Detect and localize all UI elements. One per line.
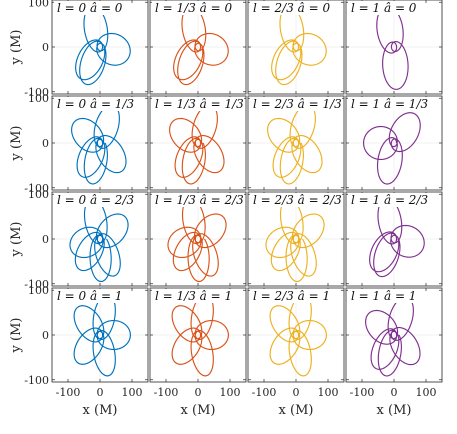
x-axis-label: x (M) bbox=[181, 403, 216, 418]
panel-title-background bbox=[54, 193, 138, 207]
x-tick-label: 0 bbox=[293, 386, 300, 399]
y-tick-label: 0 bbox=[42, 233, 49, 246]
orbit-trajectory bbox=[169, 104, 225, 185]
x-axis-label: x (M) bbox=[377, 403, 412, 418]
x-tick-label: -100 bbox=[350, 386, 375, 399]
y-tick-label: -100 bbox=[24, 374, 49, 387]
orbit-trajectory bbox=[365, 296, 421, 377]
panel-r2-c1: l = 1/3 â = 2/3 bbox=[149, 191, 247, 287]
y-axis-label: y (M) bbox=[9, 222, 24, 258]
x-axis-label: x (M) bbox=[279, 403, 314, 418]
x-axis-label: x (M) bbox=[83, 403, 118, 418]
panel-title-background bbox=[54, 289, 126, 303]
panel-title: l = 0 â = 0 bbox=[57, 1, 123, 15]
y-axis-label: y (M) bbox=[9, 318, 24, 354]
panel-title-background bbox=[250, 97, 342, 111]
y-tick-label: 0 bbox=[42, 137, 49, 150]
x-tick-label: -100 bbox=[56, 386, 81, 399]
x-tick-label: 100 bbox=[416, 386, 437, 399]
y-tick-label: 100 bbox=[28, 0, 49, 9]
panel-r2-c3: l = 1 â = 2/3 bbox=[345, 191, 443, 287]
x-tick-label: 0 bbox=[195, 386, 202, 399]
orbit-trajectory bbox=[369, 197, 425, 278]
y-tick-label: -100 bbox=[24, 278, 49, 291]
x-tick-label: 0 bbox=[391, 386, 398, 399]
panels-layer: l = 0 â = 0 l = 1/3 â = 0 l = 2/3 â = 0 l =… bbox=[51, 0, 443, 383]
y-axis-label: y (M) bbox=[9, 30, 24, 66]
orbit-trajectory bbox=[75, 5, 131, 86]
panel-title: l = 1 â = 0 bbox=[351, 1, 417, 15]
panel-title: l = 2/3 â = 1/3 bbox=[253, 97, 342, 111]
x-tick-label: 100 bbox=[220, 386, 241, 399]
panel-title: l = 0 â = 1 bbox=[57, 289, 122, 303]
panel-title: l = 1 â = 1/3 bbox=[351, 97, 428, 111]
panel-title-background bbox=[348, 97, 432, 111]
panel-r1-c2: l = 2/3 â = 1/3 bbox=[247, 95, 345, 191]
orbit-trajectory bbox=[69, 197, 129, 283]
y-tick-label: -100 bbox=[24, 182, 49, 195]
panel-title: l = 1 â = 1 bbox=[351, 289, 416, 303]
panel-title-background bbox=[250, 289, 334, 303]
panel-r0-c2: l = 2/3 â = 0 bbox=[247, 0, 345, 95]
orbit-trajectory bbox=[173, 5, 229, 86]
labels-layer: 100 0 -100 y (M) 100 0 -100 y (M) 100 0 -100 y (M) 1… bbox=[9, 0, 437, 418]
panel-r1-c1: l = 1/3 â = 1/3 bbox=[149, 95, 247, 191]
panel-title: l = 1/3 â = 0 bbox=[155, 1, 232, 15]
x-tick-label: -100 bbox=[252, 386, 277, 399]
x-tick-label: -100 bbox=[154, 386, 179, 399]
panel-title: l = 0 â = 2/3 bbox=[57, 193, 134, 207]
panel-r2-c2: l = 2/3 â = 2/3 bbox=[247, 191, 345, 287]
panel-r1-c3: l = 1 â = 1/3 bbox=[345, 95, 443, 191]
panel-r3-c1: l = 1/3 â = 1 bbox=[149, 287, 247, 383]
panel-r0-c0: l = 0 â = 0 bbox=[51, 0, 149, 95]
panel-title: l = 1/3 â = 2/3 bbox=[155, 193, 244, 207]
orbit-trajectory bbox=[267, 104, 323, 185]
panel-title-background bbox=[152, 289, 236, 303]
panel-title: l = 2/3 â = 1 bbox=[253, 289, 330, 303]
panel-r3-c0: l = 0 â = 1 bbox=[51, 287, 149, 383]
y-tick-label: 0 bbox=[42, 329, 49, 342]
orbit-trajectory bbox=[376, 5, 409, 90]
orbit-trajectory bbox=[167, 197, 227, 283]
panel-r3-c2: l = 2/3 â = 1 bbox=[247, 287, 345, 383]
orbit-trajectory bbox=[363, 112, 421, 185]
orbit-trajectory bbox=[269, 293, 327, 377]
y-tick-label: 0 bbox=[42, 41, 49, 54]
x-tick-label: 100 bbox=[318, 386, 339, 399]
panel-title-background bbox=[348, 1, 420, 15]
panel-r1-c0: l = 0 â = 1/3 bbox=[51, 95, 149, 191]
panel-title: l = 0 â = 1/3 bbox=[57, 97, 134, 111]
panel-title: l = 1/3 â = 1/3 bbox=[155, 97, 244, 111]
panel-title-background bbox=[54, 97, 138, 111]
panel-title-background bbox=[152, 193, 244, 207]
orbit-trajectory bbox=[171, 293, 229, 377]
y-tick-label: 100 bbox=[28, 92, 49, 105]
panel-title-background bbox=[152, 97, 244, 111]
orbit-trajectory bbox=[71, 104, 127, 185]
panel-title-background bbox=[348, 193, 432, 207]
panel-r3-c3: l = 1 â = 1 bbox=[345, 287, 443, 383]
panel-title: l = 2/3 â = 2/3 bbox=[253, 193, 342, 207]
panel-title-background bbox=[250, 193, 342, 207]
y-tick-label: 100 bbox=[28, 284, 49, 297]
y-tick-label: -100 bbox=[24, 86, 49, 99]
panel-r0-c1: l = 1/3 â = 0 bbox=[149, 0, 247, 95]
x-tick-label: 100 bbox=[122, 386, 143, 399]
y-axis-label: y (M) bbox=[9, 126, 24, 162]
panel-title: l = 2/3 â = 0 bbox=[253, 1, 330, 15]
panel-title-background bbox=[348, 289, 420, 303]
panel-title-background bbox=[54, 1, 126, 15]
panel-title: l = 1/3 â = 1 bbox=[155, 289, 232, 303]
panel-title-background bbox=[152, 1, 236, 15]
panel-title: l = 1 â = 2/3 bbox=[351, 193, 428, 207]
orbit-trajectory bbox=[265, 197, 325, 283]
orbit-trajectory bbox=[73, 293, 131, 377]
y-tick-label: 100 bbox=[28, 188, 49, 201]
panel-r0-c3: l = 1 â = 0 bbox=[345, 0, 443, 95]
x-tick-label: 0 bbox=[97, 386, 104, 399]
panel-title-background bbox=[250, 1, 334, 15]
panel-r2-c0: l = 0 â = 2/3 bbox=[51, 191, 149, 287]
orbit-trajectory bbox=[271, 5, 327, 86]
